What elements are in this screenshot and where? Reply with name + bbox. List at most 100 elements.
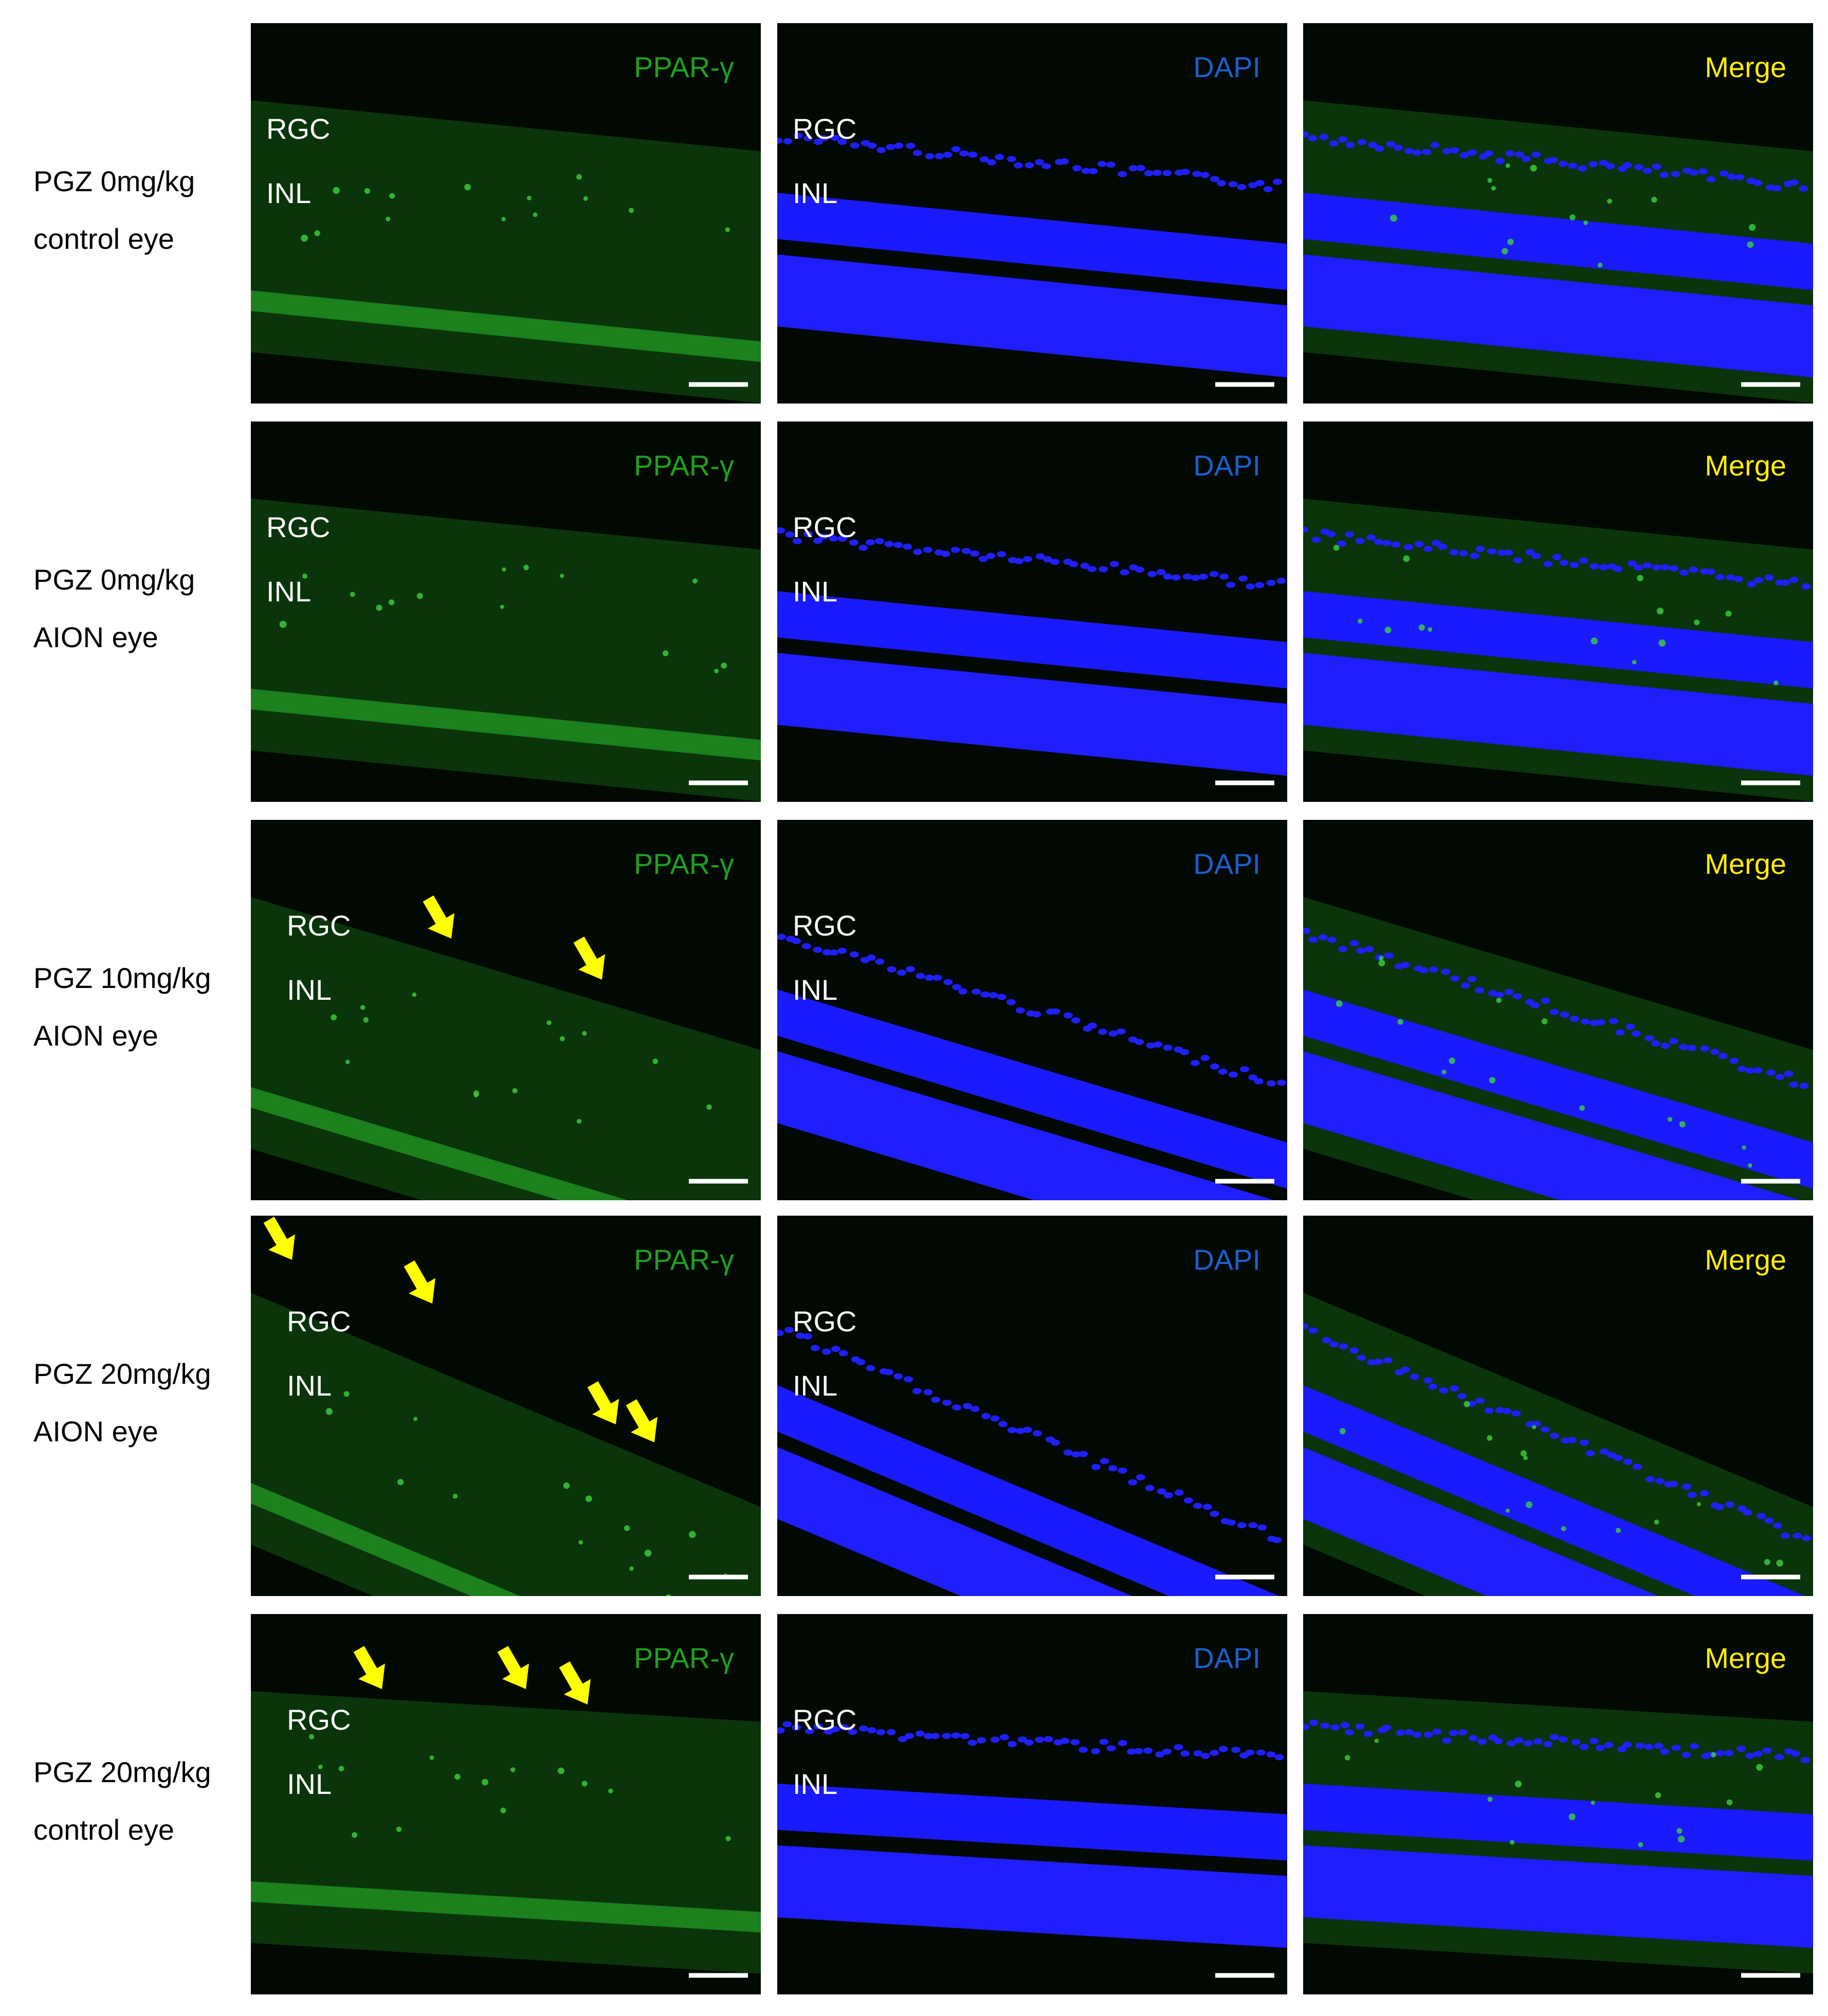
nucleus — [1430, 142, 1440, 149]
nucleus — [1349, 1347, 1359, 1354]
nucleus — [1775, 1753, 1784, 1760]
nucleus — [1457, 1393, 1467, 1400]
stained-cell — [581, 1781, 588, 1787]
stained-cell — [1748, 1163, 1752, 1168]
stained-cell — [1344, 1755, 1350, 1761]
nucleus — [1549, 1734, 1559, 1740]
nucleus — [838, 1350, 848, 1357]
nucleus — [1643, 168, 1653, 174]
nucleus — [1595, 1745, 1605, 1751]
retina-layer — [777, 254, 1287, 378]
nucleus — [1762, 1747, 1772, 1754]
channel-label: PPAR-γ — [634, 449, 734, 482]
arrow — [626, 1399, 657, 1442]
nucleus — [1660, 1042, 1670, 1049]
micrograph-panel: DAPI RGC INL — [777, 820, 1287, 1200]
nucleus — [893, 1373, 903, 1380]
nucleus — [1727, 173, 1736, 180]
nucleus — [1644, 1744, 1654, 1750]
stained-cell — [1774, 680, 1779, 686]
nucleus — [782, 1721, 792, 1728]
nucleus — [1511, 1410, 1521, 1417]
nucleus — [962, 1403, 972, 1409]
nucleus — [1373, 1359, 1383, 1365]
retina-layer — [251, 689, 761, 761]
nucleus — [897, 969, 906, 976]
stained-cell — [1464, 1401, 1470, 1407]
nucleus — [1174, 1744, 1183, 1750]
nucleus — [1134, 1748, 1143, 1754]
micrograph-panel: DAPI RGC INL — [777, 421, 1287, 802]
nucleus — [1035, 553, 1045, 560]
stained-cell — [1520, 1450, 1527, 1457]
nucleus — [813, 946, 822, 953]
nucleus — [1396, 1729, 1405, 1736]
nucleus — [893, 542, 903, 548]
nucleus — [1599, 564, 1608, 571]
nucleus — [1523, 1740, 1533, 1747]
nucleus — [1303, 1323, 1309, 1329]
stained-cell — [1449, 1057, 1455, 1064]
nucleus — [1531, 553, 1541, 559]
nucleus — [1108, 1030, 1118, 1037]
nucleus — [1423, 1377, 1433, 1384]
nucleus — [1726, 574, 1735, 581]
nucleus — [1050, 559, 1060, 565]
nucleus — [783, 138, 793, 144]
nucleus — [1329, 1341, 1339, 1348]
nucleus — [1724, 1750, 1734, 1756]
nucleus — [884, 541, 894, 547]
nucleus — [1191, 574, 1200, 581]
stained-cell — [1667, 1116, 1673, 1122]
nucleus — [1146, 1042, 1156, 1049]
stained-cell — [302, 573, 307, 579]
nucleus — [1468, 1735, 1478, 1742]
nucleus — [1579, 557, 1588, 564]
nucleus — [1789, 576, 1799, 583]
stained-cell — [1379, 956, 1384, 961]
nucleus — [923, 1733, 933, 1739]
nucleus — [884, 1369, 894, 1376]
nucleus — [1789, 179, 1799, 186]
nucleus — [913, 548, 923, 555]
layer-label: INL — [287, 974, 332, 1006]
nucleus — [1642, 562, 1652, 569]
micrograph-panel: PPAR-γ RGC INL — [251, 820, 761, 1200]
nucleus — [1682, 1483, 1692, 1490]
nucleus — [1163, 1492, 1173, 1498]
micrograph-panel: Merge — [1303, 1216, 1813, 1596]
nucleus — [1671, 1745, 1681, 1751]
layer-label: INL — [287, 1369, 332, 1402]
stained-cell — [314, 230, 320, 236]
stained-cell — [1742, 1145, 1746, 1150]
nucleus — [1218, 1068, 1228, 1075]
nucleus — [930, 1733, 940, 1739]
nucleus — [1155, 1751, 1165, 1758]
stained-cell — [1502, 248, 1508, 254]
nucleus — [1355, 1723, 1365, 1730]
stained-cell — [1591, 637, 1598, 645]
nucleus — [1561, 1437, 1570, 1444]
nucleus — [837, 947, 847, 954]
micrograph-panel: DAPI RGC INL — [777, 23, 1287, 404]
nucleus — [903, 543, 912, 550]
nucleus — [777, 527, 785, 534]
nucleus — [1585, 1450, 1595, 1457]
nucleus — [931, 1397, 941, 1403]
nucleus — [997, 551, 1007, 558]
nucleus — [898, 1736, 907, 1743]
nucleus — [1733, 576, 1743, 582]
nucleus — [1623, 1458, 1633, 1465]
nucleus — [924, 975, 934, 981]
stained-cell — [389, 193, 395, 199]
retina-layer — [777, 989, 1287, 1189]
stained-cell — [665, 1594, 671, 1596]
layer-label: INL — [287, 1768, 332, 1800]
stained-cell — [308, 1734, 315, 1739]
nucleus — [819, 533, 829, 540]
stained-cell — [706, 1104, 712, 1110]
nucleus — [952, 1404, 962, 1411]
nucleus — [1303, 928, 1311, 934]
nucleus — [848, 1729, 857, 1735]
